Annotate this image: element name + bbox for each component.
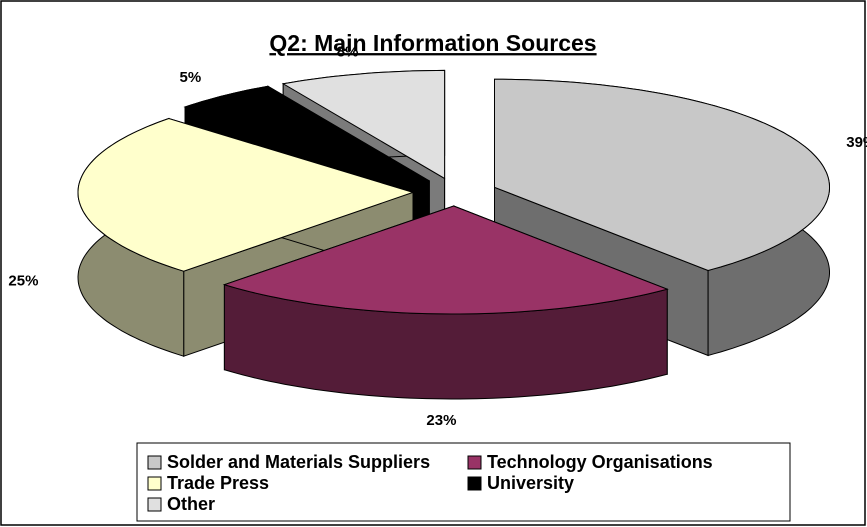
legend-swatch <box>147 476 162 491</box>
data-label: 8% <box>337 43 359 60</box>
legend-label: University <box>487 473 574 493</box>
legend-swatch <box>467 476 482 491</box>
data-label: 5% <box>180 69 202 86</box>
data-label: 23% <box>426 412 456 429</box>
slice <box>281 69 446 180</box>
legend-swatch <box>467 455 482 470</box>
legend-label: Technology Organisations <box>487 452 713 472</box>
legend: Solder and Materials Suppliers Technology… <box>147 452 713 514</box>
slice <box>183 85 430 182</box>
legend-swatch <box>147 455 162 470</box>
legend-swatch <box>147 497 162 512</box>
legend-label: Solder and Materials Suppliers <box>167 452 430 472</box>
legend-label: Trade Press <box>167 473 269 493</box>
slice <box>494 78 830 272</box>
data-label: 25% <box>8 272 38 289</box>
slice <box>222 205 669 315</box>
slice <box>77 117 415 272</box>
pie <box>77 69 830 400</box>
chart-title: Q2: Main Information Sources <box>269 30 596 56</box>
data-label: 39% <box>846 134 867 151</box>
legend-label: Other <box>167 494 215 514</box>
legend-box <box>136 442 791 522</box>
